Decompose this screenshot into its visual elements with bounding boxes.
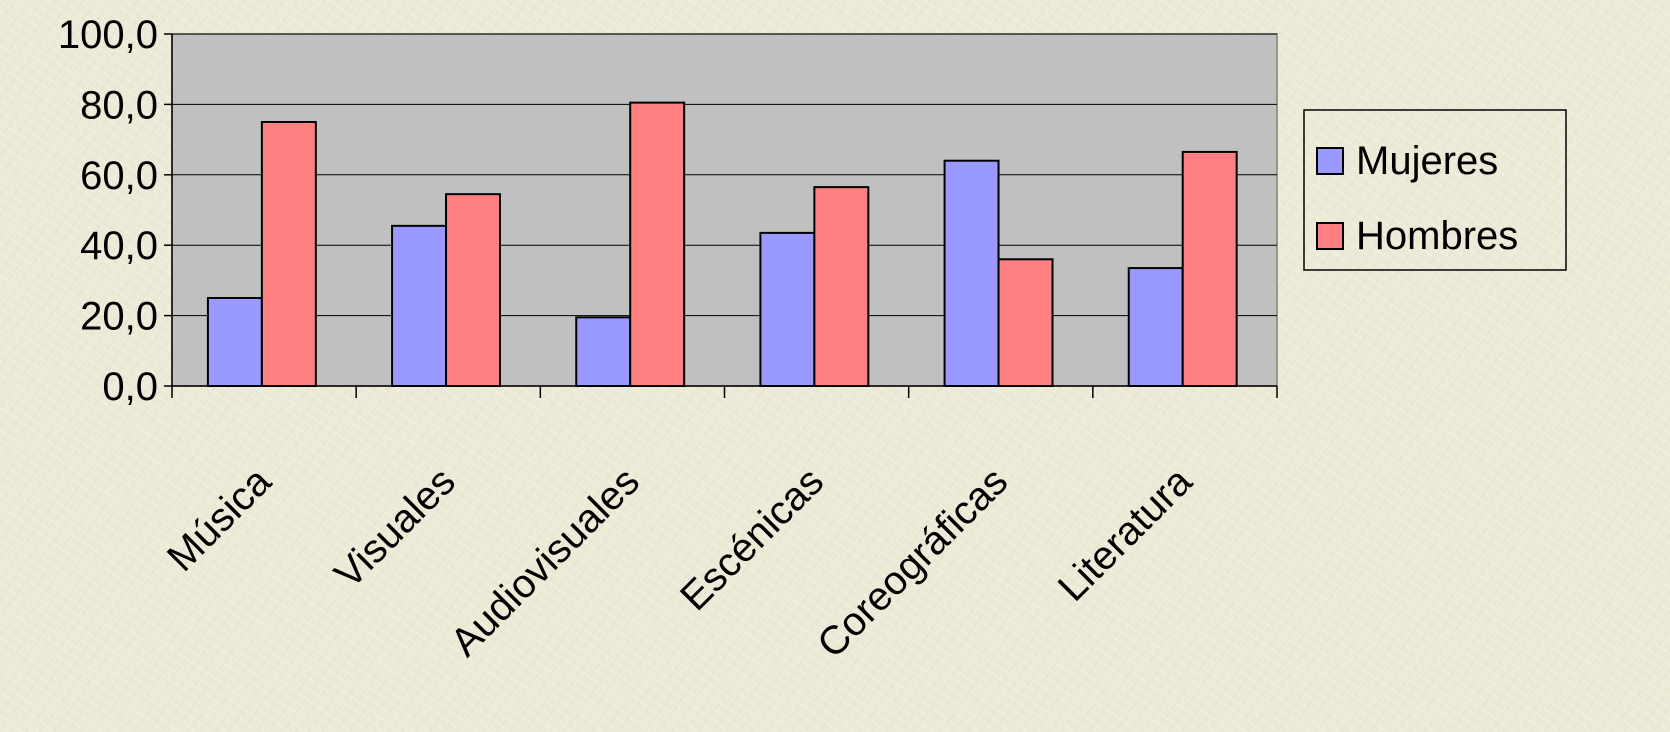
x-category-label: Escénicas xyxy=(672,459,832,619)
x-category-label: Literatura xyxy=(1050,459,1201,610)
y-tick-label: 20,0 xyxy=(80,295,158,339)
bar-mujeres-2 xyxy=(391,224,448,387)
x-category-label: Audiovisuales xyxy=(442,459,648,665)
bar-hombres-6 xyxy=(1181,150,1238,387)
legend-label: Hombres xyxy=(1356,214,1518,258)
x-category-label: Coreográficas xyxy=(809,459,1016,666)
x-category-label: Música xyxy=(159,459,280,580)
bar-mujeres-4 xyxy=(759,231,816,387)
plot-background xyxy=(171,33,1278,387)
legend: Mujeres Hombres xyxy=(1303,109,1567,271)
legend-label: Mujeres xyxy=(1356,139,1498,183)
bar-hombres-1 xyxy=(260,121,317,387)
y-tick-label: 80,0 xyxy=(80,83,158,127)
x-category-label: Visuales xyxy=(326,459,464,597)
legend-box xyxy=(1303,109,1567,271)
legend-swatch xyxy=(1316,222,1344,250)
bar-hombres-3 xyxy=(629,101,686,387)
bar-mujeres-3 xyxy=(575,316,632,387)
bar-mujeres-1 xyxy=(206,297,263,387)
y-tick-label: 0,0 xyxy=(102,365,158,409)
legend-swatch xyxy=(1316,147,1344,175)
bar-mujeres-6 xyxy=(1127,267,1184,387)
bar-hombres-2 xyxy=(445,193,502,387)
y-tick-label: 40,0 xyxy=(80,224,158,268)
plot-area xyxy=(171,33,1278,387)
bar-hombres-4 xyxy=(813,186,870,387)
bar-hombres-5 xyxy=(997,258,1054,387)
y-tick-label: 60,0 xyxy=(80,154,158,198)
bar-mujeres-5 xyxy=(943,159,1000,387)
y-tick-label: 100,0 xyxy=(58,13,158,57)
